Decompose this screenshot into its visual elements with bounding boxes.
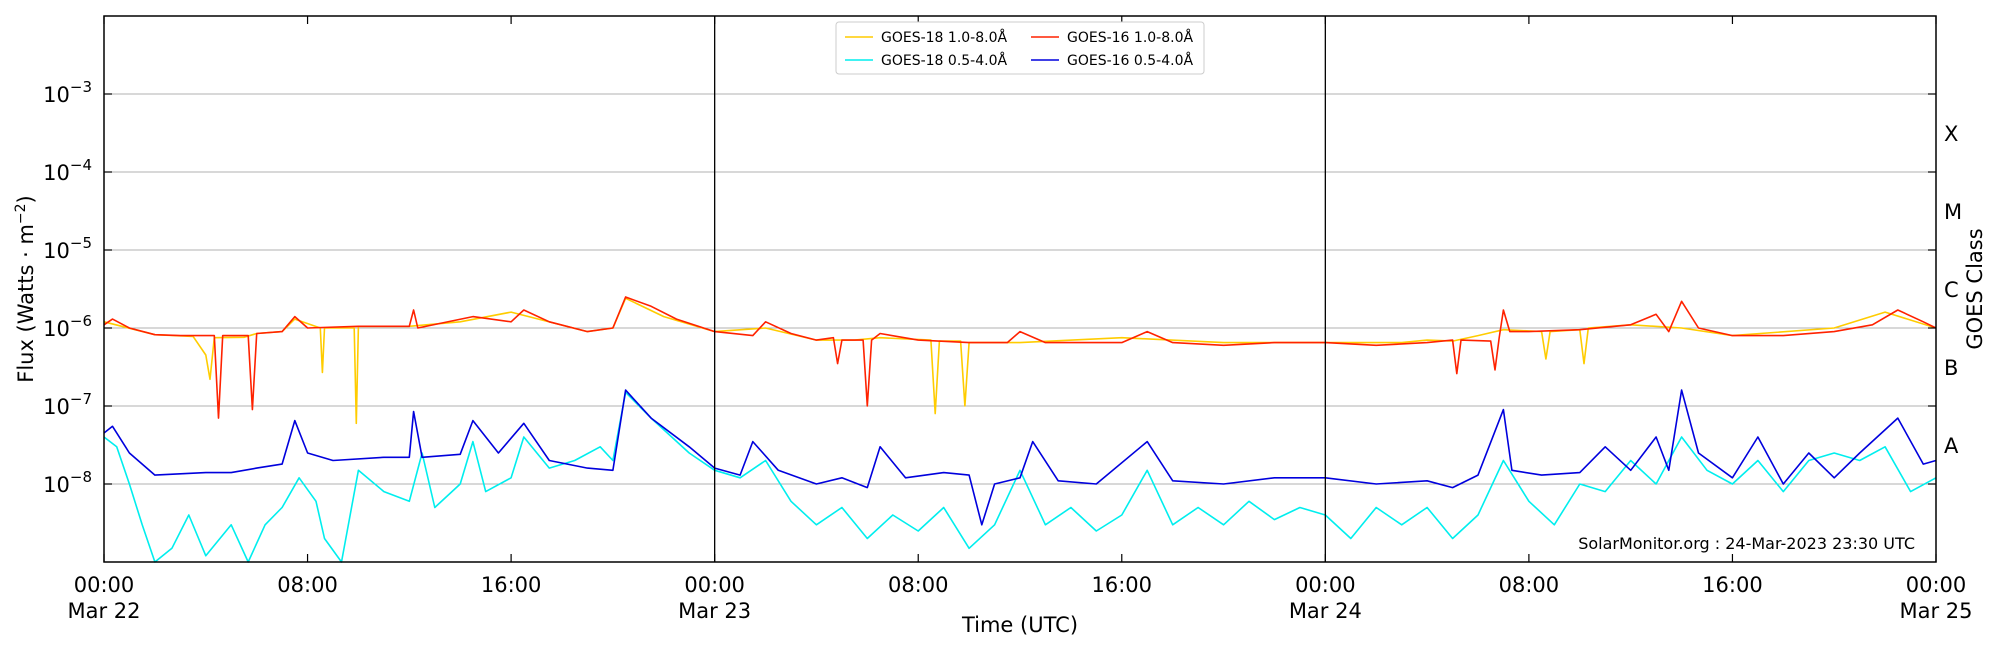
goes-class-label: M	[1944, 200, 1962, 224]
x-tick-label-time: 08:00	[888, 573, 949, 597]
y-tick-base: 10	[43, 239, 70, 263]
grid-layer	[104, 93, 1936, 485]
y-tick-base: 10	[43, 473, 70, 497]
x-tick-label-time: 16:00	[1092, 573, 1153, 597]
x-tick-label-time: 00:00	[1906, 573, 1967, 597]
y-tick-exponent: −7	[70, 390, 92, 408]
y-tick-base: 10	[43, 395, 70, 419]
legend-label-goes16-short: GOES-16 0.5-4.0Å	[1067, 52, 1193, 69]
y-tick-base: 10	[43, 161, 70, 185]
credit-text: SolarMonitor.org : 24-Mar-2023 23:30 UTC	[1578, 534, 1915, 553]
x-tick-label-date: Mar 22	[67, 599, 140, 623]
x-tick-label-date: Mar 24	[1289, 599, 1362, 623]
y-tick-label: 10−5	[43, 234, 92, 263]
goes-class-label: C	[1944, 278, 1959, 302]
legend: GOES-18 1.0-8.0Å GOES-18 0.5-4.0Å GOES-1…	[835, 21, 1205, 75]
series-line-2	[103, 391, 1937, 563]
x-tick-label-time: 16:00	[1702, 573, 1763, 597]
x-tick-label-time: 00:00	[684, 573, 745, 597]
y-axis-label-superscript: −2	[13, 203, 29, 224]
y-tick-exponent: −4	[70, 156, 92, 174]
y-tick-label: 10−3	[43, 78, 92, 107]
y-tick-exponent: −6	[70, 312, 92, 330]
y-tick-label: 10−7	[43, 390, 92, 419]
legend-label-goes16-long: GOES-16 1.0-8.0Å	[1067, 29, 1193, 46]
y-tick-base: 10	[43, 317, 70, 341]
x-tick-label-date: Mar 23	[678, 599, 751, 623]
x-axis-label: Time (UTC)	[961, 613, 1078, 637]
plot-frame	[103, 15, 1937, 563]
y-axis-label-main: Flux (Watts · m	[14, 224, 38, 383]
y-tick-label: 10−8	[43, 468, 92, 497]
series-line-1	[103, 296, 1937, 419]
series-line-0	[103, 297, 1937, 425]
series-line-3	[103, 389, 1937, 526]
goes-class-label: B	[1944, 356, 1958, 380]
x-tick-label-time: 00:00	[74, 573, 135, 597]
x-tick-label-time: 08:00	[1499, 573, 1560, 597]
y-tick-exponent: −8	[70, 468, 92, 486]
y-tick-exponent: −3	[70, 78, 92, 96]
x-tick-label-date: Mar 25	[1899, 599, 1972, 623]
y-tick-base: 10	[43, 83, 70, 107]
legend-label-goes18-short: GOES-18 0.5-4.0Å	[881, 52, 1007, 69]
y-axis-label: Flux (Watts · m−2)	[13, 195, 38, 383]
y-tick-label: 10−6	[43, 312, 92, 341]
right-axis-label: GOES Class	[1963, 228, 1987, 349]
x-tick-label-time: 16:00	[481, 573, 542, 597]
legend-box	[835, 21, 1205, 75]
y-axis-label-end: )	[14, 195, 38, 203]
divider-layer	[714, 16, 1326, 562]
y-tick-label: 10−4	[43, 156, 92, 185]
goes-class-label: X	[1944, 122, 1958, 146]
series-layer	[103, 296, 1937, 563]
x-tick-label-time: 00:00	[1295, 573, 1356, 597]
goes-class-label: A	[1944, 434, 1959, 458]
y-tick-exponent: −5	[70, 234, 92, 252]
legend-label-goes18-long: GOES-18 1.0-8.0Å	[881, 29, 1007, 46]
x-tick-label-time: 08:00	[277, 573, 338, 597]
